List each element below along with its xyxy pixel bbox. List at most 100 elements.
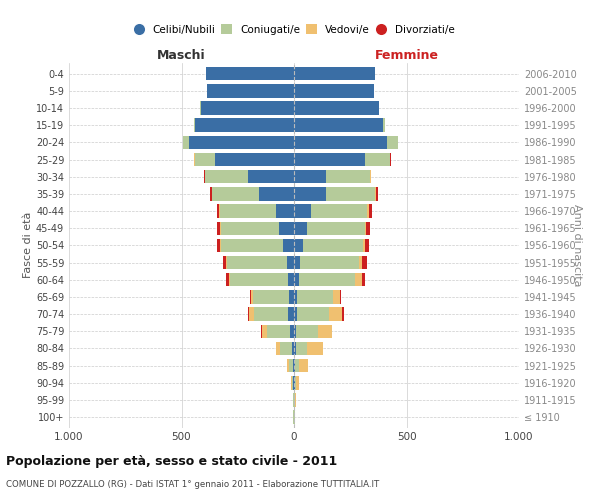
Bar <box>294 238 365 252</box>
Bar <box>289 290 294 304</box>
Bar <box>208 84 294 98</box>
Bar <box>294 102 379 114</box>
Bar <box>183 136 294 149</box>
Bar <box>190 136 294 149</box>
Bar <box>294 410 295 424</box>
Bar <box>294 376 299 390</box>
Bar <box>294 342 323 355</box>
Bar <box>206 67 294 80</box>
Bar <box>294 222 370 235</box>
Bar <box>294 410 295 424</box>
Bar <box>294 308 343 321</box>
Bar <box>294 187 378 200</box>
Bar <box>294 222 307 235</box>
Bar <box>294 238 363 252</box>
Bar <box>230 273 294 286</box>
Bar <box>280 342 294 355</box>
Bar <box>294 342 307 355</box>
Bar <box>276 342 294 355</box>
Bar <box>208 84 294 98</box>
Bar <box>248 170 294 183</box>
Bar <box>294 170 370 183</box>
Text: COMUNE DI POZZALLO (RG) - Dati ISTAT 1° gennaio 2011 - Elaborazione TUTTITALIA.I: COMUNE DI POZZALLO (RG) - Dati ISTAT 1° … <box>6 480 379 489</box>
Bar <box>294 84 374 98</box>
Bar <box>293 376 294 390</box>
Bar <box>206 67 294 80</box>
Bar <box>293 359 294 372</box>
Bar <box>288 308 294 321</box>
Bar <box>280 222 294 235</box>
Text: Popolazione per età, sesso e stato civile - 2011: Popolazione per età, sesso e stato civil… <box>6 455 337 468</box>
Bar <box>221 222 294 235</box>
Bar <box>294 102 379 114</box>
Bar <box>294 256 362 270</box>
Bar <box>294 153 391 166</box>
Bar <box>294 136 388 149</box>
Bar <box>206 67 294 80</box>
Bar <box>276 342 294 355</box>
Bar <box>294 84 374 98</box>
Bar <box>293 394 294 406</box>
Bar <box>294 84 374 98</box>
Bar <box>195 118 294 132</box>
Bar <box>294 359 308 372</box>
Bar <box>208 84 294 98</box>
Bar <box>294 342 296 355</box>
Bar <box>210 187 294 200</box>
Bar <box>287 359 294 372</box>
Bar <box>220 204 294 218</box>
Bar <box>294 394 295 406</box>
Bar <box>204 170 294 183</box>
Bar <box>183 136 294 149</box>
Bar <box>200 102 294 114</box>
Y-axis label: Fasce di età: Fasce di età <box>23 212 33 278</box>
Bar <box>262 324 294 338</box>
Bar <box>294 67 374 80</box>
Bar <box>226 256 294 270</box>
Bar <box>294 67 374 80</box>
Bar <box>294 324 296 338</box>
Bar <box>294 67 374 80</box>
Bar <box>227 256 294 270</box>
Bar <box>223 256 294 270</box>
Bar <box>294 324 332 338</box>
Bar <box>294 376 295 390</box>
Bar <box>294 376 296 390</box>
Bar <box>194 118 294 132</box>
Bar <box>212 187 294 200</box>
Bar <box>291 376 294 390</box>
Bar <box>294 170 371 183</box>
Bar <box>294 290 340 304</box>
Bar <box>294 376 299 390</box>
Bar <box>294 410 295 424</box>
Legend: Celibi/Nubili, Coniugati/e, Vedovi/e, Divorziati/e: Celibi/Nubili, Coniugati/e, Vedovi/e, Di… <box>129 20 459 39</box>
Bar <box>293 410 294 424</box>
Bar <box>217 222 294 235</box>
Bar <box>294 187 375 200</box>
Bar <box>205 170 294 183</box>
Bar <box>276 204 294 218</box>
Bar <box>294 324 332 338</box>
Bar <box>294 118 385 132</box>
Bar <box>294 204 311 218</box>
Bar <box>294 118 385 132</box>
Bar <box>291 376 294 390</box>
Bar <box>259 187 294 200</box>
Bar <box>293 394 294 406</box>
Bar <box>200 102 294 114</box>
Bar <box>294 136 398 149</box>
Bar <box>220 222 294 235</box>
Bar <box>208 84 294 98</box>
Bar <box>294 256 301 270</box>
Bar <box>294 273 361 286</box>
Bar <box>294 394 296 406</box>
Bar <box>287 359 294 372</box>
Bar <box>288 273 294 286</box>
Bar <box>294 222 365 235</box>
Bar <box>294 204 367 218</box>
Bar <box>294 290 341 304</box>
Bar <box>183 136 294 149</box>
Bar <box>287 256 294 270</box>
Bar <box>194 153 294 166</box>
Bar <box>212 187 294 200</box>
